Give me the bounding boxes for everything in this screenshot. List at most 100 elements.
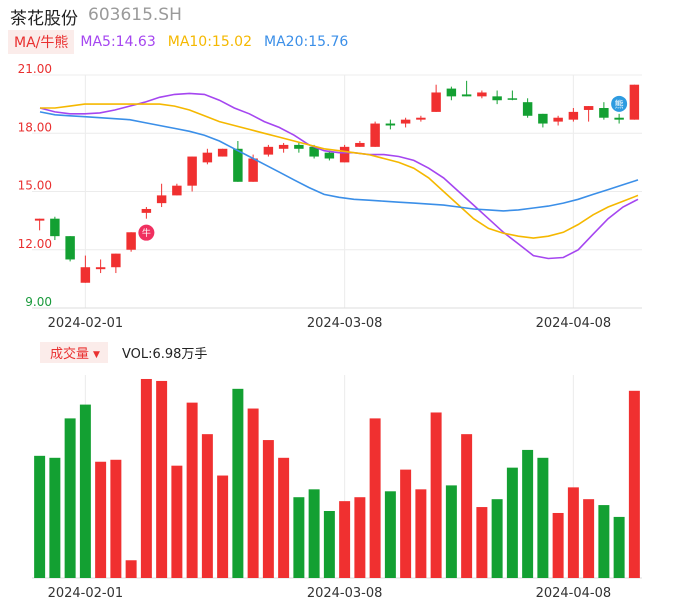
candle	[416, 115, 426, 122]
candle	[355, 141, 365, 147]
volume-bar	[445, 485, 457, 578]
candle	[111, 253, 121, 274]
x-tick-label: 2024-02-01	[48, 316, 124, 331]
y-tick-label: 12.00	[18, 237, 52, 251]
candle-body	[248, 158, 258, 182]
volume-tab[interactable]: 成交量 ▼	[40, 341, 108, 363]
candle-body	[111, 253, 121, 268]
candle-body	[80, 267, 91, 283]
candle-body	[263, 146, 274, 155]
volume-bar	[537, 457, 549, 578]
candle-body	[355, 142, 365, 147]
candle	[522, 98, 533, 118]
candle-body	[95, 267, 106, 270]
candle-body	[187, 156, 197, 186]
volume-bar	[201, 434, 213, 578]
candle	[446, 86, 457, 101]
candle	[263, 144, 274, 157]
candle-body	[507, 98, 518, 100]
candle-body	[492, 96, 502, 101]
candle	[95, 259, 106, 274]
x-tick-label: 2024-03-08	[307, 316, 383, 331]
x-tick-label: 2024-02-01	[48, 586, 124, 601]
volume-bar	[628, 390, 640, 578]
candle-body	[461, 94, 472, 97]
volume-bar	[506, 467, 518, 578]
volume-bar	[95, 461, 107, 578]
volume-bar	[156, 380, 168, 578]
volume-bar	[140, 378, 152, 578]
candle	[50, 216, 60, 241]
candle	[431, 84, 441, 112]
candle	[339, 144, 350, 163]
candle-body	[309, 146, 319, 157]
x-tick-label: 2024-04-08	[536, 316, 612, 331]
ma10-legend: MA10:15.02	[167, 34, 253, 50]
candle	[217, 148, 228, 157]
volume-bar	[79, 404, 91, 578]
volume-bar	[552, 512, 564, 578]
candle-body	[599, 108, 609, 118]
volume-bar	[598, 505, 610, 578]
candle	[568, 108, 579, 122]
candle	[400, 117, 411, 128]
volume-bar	[369, 418, 381, 578]
candle	[233, 141, 243, 182]
ma-legend: MA/牛熊 MA5:14.63 MA10:15.02 MA20:15.76	[8, 30, 360, 54]
volume-bar	[110, 459, 122, 578]
marker-label: 牛	[142, 227, 151, 239]
ma20-legend: MA20:15.76	[264, 34, 349, 50]
candle-body	[553, 117, 563, 122]
candle	[126, 232, 136, 252]
y-tick-label: 9.00	[25, 295, 52, 309]
volume-bar	[217, 475, 229, 578]
candle-body	[172, 185, 182, 196]
ma-bull-bear-tab[interactable]: MA/牛熊	[8, 30, 75, 54]
candle	[507, 90, 518, 101]
candle-body	[202, 152, 213, 163]
volume-bar	[247, 408, 259, 578]
candle-body	[126, 232, 136, 250]
candle	[538, 113, 548, 128]
volume-bar	[186, 402, 198, 578]
candle	[187, 156, 197, 192]
candle	[492, 90, 502, 105]
candle-body	[217, 148, 228, 157]
candle	[278, 142, 289, 153]
candle-body	[583, 106, 594, 110]
candle-body	[400, 119, 411, 124]
candle-body	[34, 218, 45, 221]
volume-bar	[430, 412, 442, 578]
candle-body	[278, 144, 289, 149]
volume-bar	[400, 469, 412, 578]
x-tick-label: 2024-03-08	[307, 586, 383, 601]
candle	[583, 106, 594, 122]
volume-bar	[583, 499, 595, 578]
volume-bar	[491, 499, 503, 578]
candle	[80, 255, 91, 283]
volume-bar	[49, 457, 61, 578]
volume-bar	[308, 489, 320, 578]
ma10-line	[40, 103, 639, 239]
volume-tab-label: 成交量	[50, 346, 90, 362]
candle	[553, 115, 563, 126]
bear-marker-icon: 熊	[611, 95, 628, 112]
ma5-legend: MA5:14.63	[80, 34, 156, 50]
candle	[172, 183, 182, 196]
volume-value: VOL:6.98万手	[121, 346, 208, 362]
stock-code: 603615.SH	[88, 5, 182, 25]
volume-bar	[262, 440, 274, 578]
marker-circle	[138, 224, 155, 241]
candle	[34, 218, 45, 231]
volume-bar	[354, 497, 366, 578]
candle	[614, 113, 624, 124]
volume-bar	[278, 457, 290, 578]
candle-body	[294, 144, 304, 149]
candle-body	[477, 92, 487, 97]
candle-body	[431, 92, 441, 112]
volume-legend: 成交量 ▼ VOL:6.98万手	[40, 341, 208, 363]
y-tick-label: 15.00	[18, 179, 52, 193]
candle-body	[416, 117, 426, 120]
candle	[202, 148, 213, 165]
